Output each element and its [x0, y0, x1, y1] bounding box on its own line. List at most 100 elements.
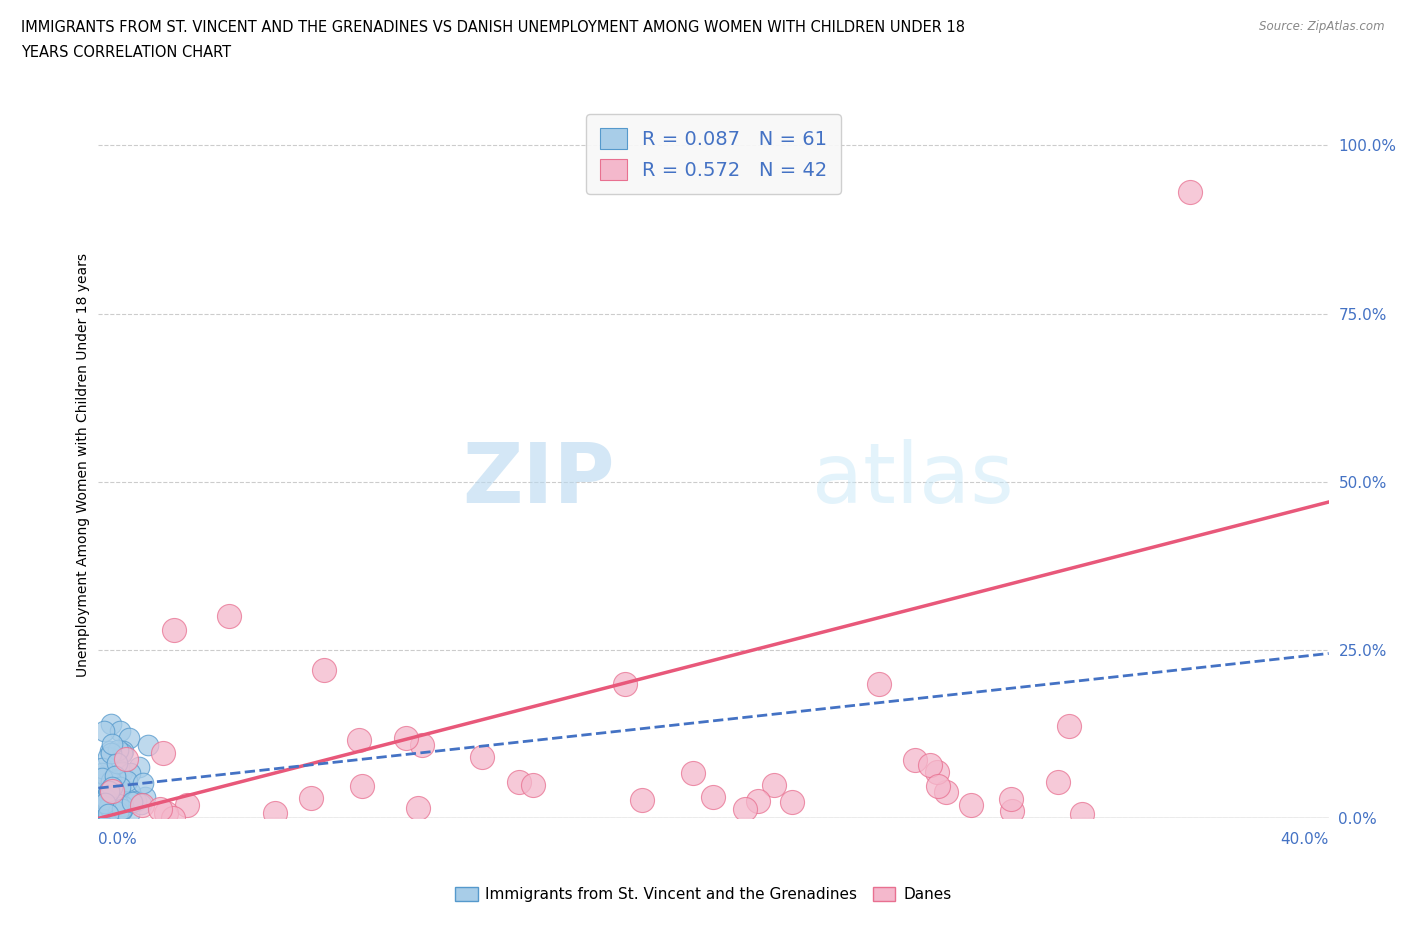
Point: [522, 778, 544, 793]
Point: [110, 745, 132, 760]
Point: [97, 786, 120, 801]
Point: [614, 676, 637, 691]
Point: [98, 800, 121, 815]
Y-axis label: Unemployment Among Women with Children Under 18 years: Unemployment Among Women with Children U…: [76, 253, 90, 677]
Point: [98, 744, 121, 759]
Point: [163, 622, 186, 637]
Point: [134, 790, 156, 804]
Text: 0.0%: 0.0%: [98, 832, 138, 847]
Point: [115, 751, 138, 766]
Point: [111, 764, 134, 779]
Point: [780, 794, 803, 809]
Point: [100, 781, 122, 796]
Point: [100, 779, 122, 794]
Text: IMMIGRANTS FROM ST. VINCENT AND THE GRENADINES VS DANISH UNEMPLOYMENT AMONG WOME: IMMIGRANTS FROM ST. VINCENT AND THE GREN…: [21, 20, 965, 35]
Point: [734, 802, 756, 817]
Point: [176, 797, 198, 812]
Point: [301, 790, 323, 805]
Point: [264, 805, 287, 820]
Point: [1000, 791, 1022, 806]
Point: [108, 724, 131, 738]
Point: [107, 790, 129, 804]
Text: ZIP: ZIP: [463, 439, 616, 520]
Point: [110, 802, 132, 817]
Point: [129, 797, 152, 812]
Point: [411, 737, 433, 752]
Point: [97, 749, 120, 764]
Text: 40.0%: 40.0%: [1281, 832, 1329, 847]
Point: [763, 777, 786, 792]
Point: [101, 784, 124, 799]
Point: [115, 774, 138, 789]
Point: [94, 791, 117, 806]
Point: [904, 752, 927, 767]
Point: [94, 775, 117, 790]
Point: [395, 731, 418, 746]
Point: [107, 804, 129, 819]
Point: [94, 795, 117, 810]
Point: [118, 806, 141, 821]
Point: [155, 805, 177, 820]
Point: [508, 775, 530, 790]
Point: [347, 733, 370, 748]
Point: [682, 765, 704, 780]
Text: atlas: atlas: [813, 439, 1014, 520]
Point: [96, 769, 118, 784]
Point: [218, 609, 240, 624]
Point: [925, 764, 948, 779]
Point: [131, 797, 153, 812]
Point: [960, 798, 983, 813]
Point: [100, 774, 122, 789]
Point: [91, 771, 114, 786]
Point: [93, 724, 115, 738]
Point: [1059, 718, 1081, 733]
Point: [120, 784, 142, 799]
Point: [97, 807, 120, 822]
Point: [1180, 185, 1202, 200]
Point: [111, 799, 134, 814]
Point: [97, 809, 120, 824]
Point: [918, 757, 941, 772]
Point: [162, 811, 184, 826]
Legend: R = 0.087   N = 61, R = 0.572   N = 42: R = 0.087 N = 61, R = 0.572 N = 42: [586, 114, 841, 193]
Point: [104, 790, 127, 804]
Point: [96, 766, 118, 781]
Point: [107, 755, 129, 770]
Point: [91, 765, 114, 780]
Point: [105, 773, 128, 788]
Point: [747, 793, 769, 808]
Point: [103, 805, 125, 820]
Point: [97, 807, 120, 822]
Point: [98, 783, 121, 798]
Text: Source: ZipAtlas.com: Source: ZipAtlas.com: [1260, 20, 1385, 33]
Point: [101, 800, 124, 815]
Point: [868, 676, 890, 691]
Point: [125, 793, 148, 808]
Point: [702, 790, 724, 804]
Point: [104, 769, 127, 784]
Point: [104, 786, 127, 801]
Point: [471, 750, 494, 764]
Point: [108, 780, 131, 795]
Point: [100, 717, 122, 732]
Point: [1047, 775, 1070, 790]
Text: YEARS CORRELATION CHART: YEARS CORRELATION CHART: [21, 45, 231, 60]
Point: [98, 792, 121, 807]
Point: [121, 794, 143, 809]
Point: [1000, 804, 1022, 818]
Point: [103, 810, 125, 825]
Point: [314, 663, 336, 678]
Point: [138, 737, 160, 752]
Point: [93, 791, 115, 806]
Point: [118, 766, 141, 781]
Point: [152, 746, 174, 761]
Point: [94, 792, 117, 807]
Point: [118, 730, 141, 745]
Point: [90, 808, 112, 823]
Legend: Immigrants from St. Vincent and the Grenadines, Danes: Immigrants from St. Vincent and the Gren…: [449, 881, 957, 909]
Point: [111, 803, 134, 817]
Point: [101, 737, 124, 751]
Point: [149, 802, 172, 817]
Point: [1071, 806, 1094, 821]
Point: [927, 778, 949, 793]
